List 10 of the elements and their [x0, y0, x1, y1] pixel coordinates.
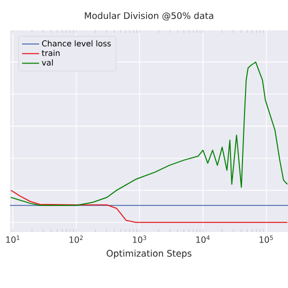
- x-tick-label: 10$^{1}$: [6, 236, 20, 243]
- x-tick-label: 10$^{5}$: [260, 236, 273, 243]
- x-axis-title: Optimization Steps: [106, 250, 192, 258]
- chart-title: Modular Division @50% data: [84, 12, 214, 20]
- x-tick-label: 10$^{4}$: [196, 236, 210, 243]
- x-tick-label: 10$^{2}$: [70, 236, 83, 243]
- x-tick-label: 10$^{3}$: [132, 236, 146, 243]
- legend-label: Chance level loss: [42, 40, 111, 46]
- legend-label: val: [42, 59, 53, 66]
- legend-label: train: [42, 50, 60, 56]
